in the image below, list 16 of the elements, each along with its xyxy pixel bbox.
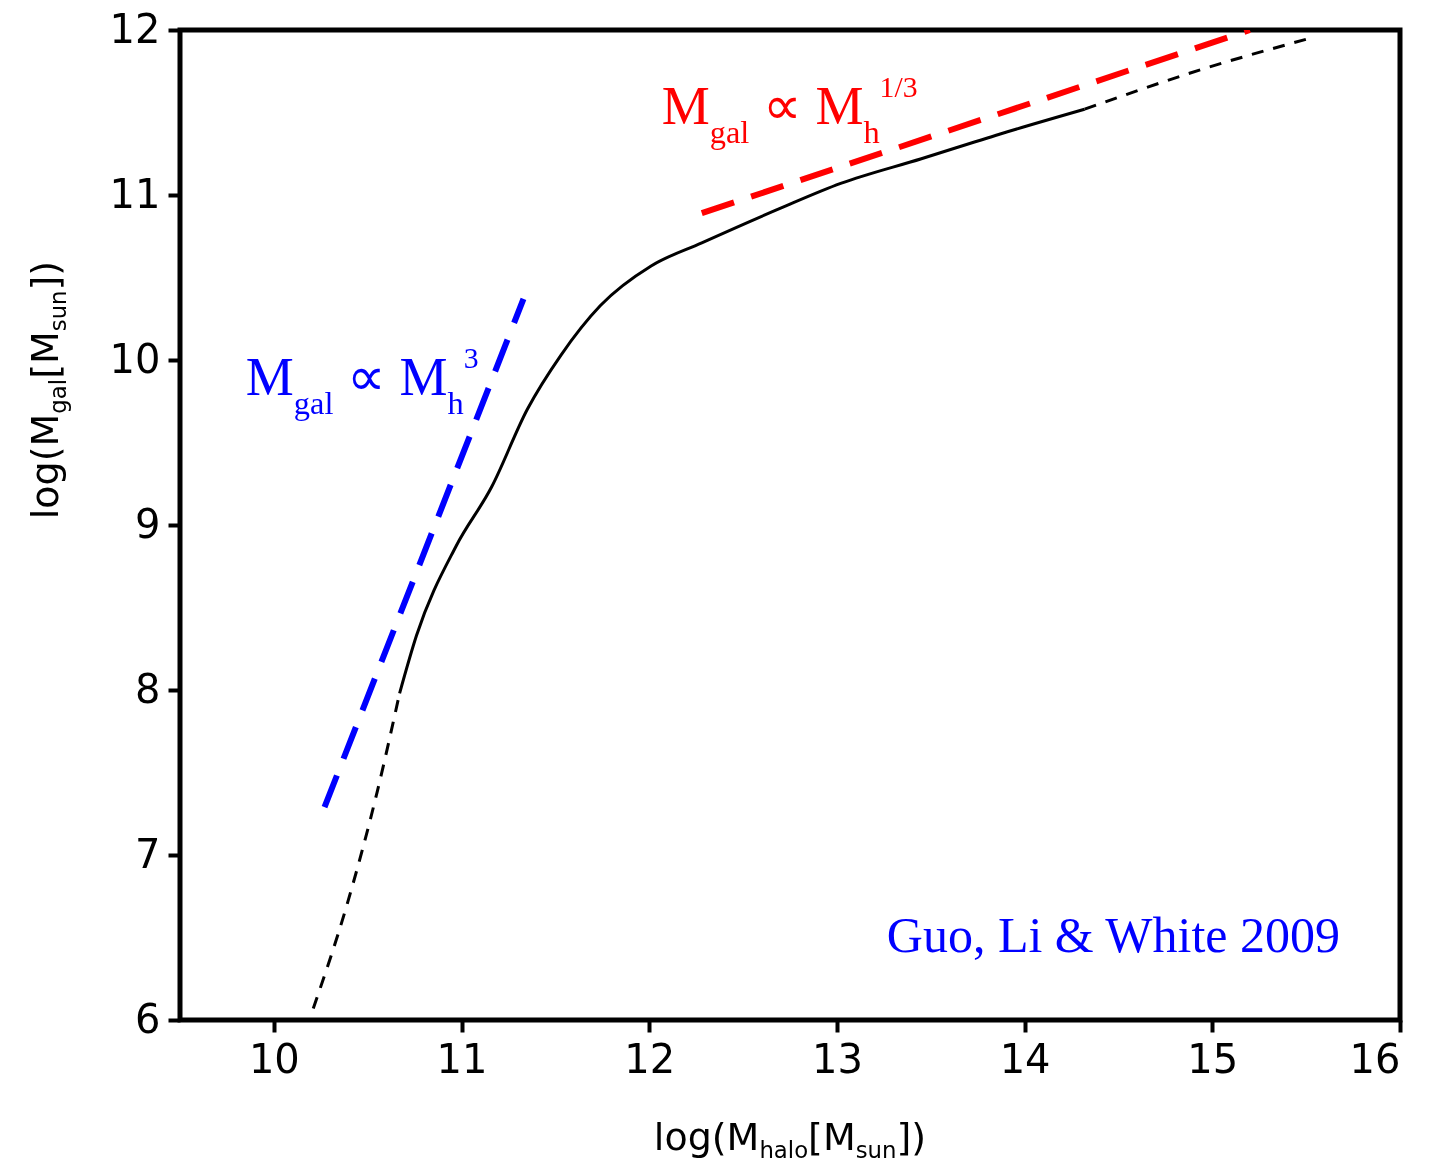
x-tick-label: 11	[436, 1035, 488, 1082]
x-tick-label: 14	[999, 1035, 1051, 1082]
x-tick-label: 13	[811, 1035, 863, 1082]
y-tick-label: 6	[135, 995, 161, 1042]
x-tick-label: 10	[248, 1035, 300, 1082]
y-tick-label: 10	[109, 335, 161, 382]
x-axis-title: log(M$_{halo}$[M$_{sun}$])	[653, 1115, 927, 1163]
y-tick-label: 11	[109, 170, 161, 217]
y-tick-label: 9	[135, 500, 161, 547]
x-tick-label: 12	[624, 1035, 676, 1082]
x-tick-label: 16	[1349, 1035, 1401, 1082]
y-tick-label: 12	[109, 5, 161, 52]
x-tick-label: 15	[1187, 1035, 1239, 1082]
annotation: Guo, Li & White 2009	[886, 907, 1340, 963]
y-tick-label: 8	[135, 665, 161, 712]
y-tick-label: 7	[135, 830, 161, 877]
